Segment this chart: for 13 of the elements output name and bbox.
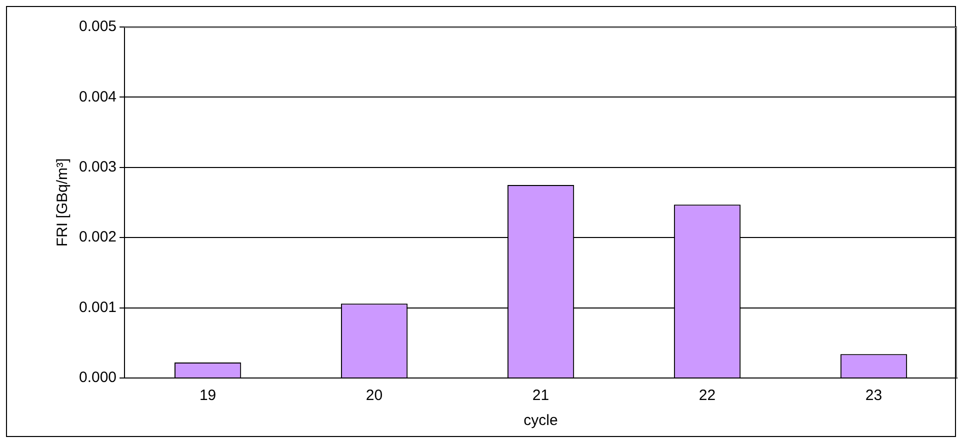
- x-axis-title: cycle: [524, 412, 558, 430]
- y-tick-label: 0.004: [78, 88, 117, 106]
- y-tick-label: 0.003: [78, 158, 117, 176]
- y-axis-title: FRI [GBq/m³]: [54, 158, 72, 247]
- x-tick-label: 22: [698, 387, 716, 404]
- y-tick-label: 0.005: [78, 18, 117, 36]
- x-tick-label: 21: [532, 387, 550, 404]
- x-tick-label: 19: [199, 387, 216, 404]
- x-tick-label: 23: [865, 387, 882, 404]
- x-tick-label: 20: [366, 387, 383, 404]
- y-tick-label: 0.000: [78, 369, 117, 386]
- y-tick-label: 0.001: [78, 298, 117, 316]
- y-tick-label: 0.002: [78, 228, 117, 246]
